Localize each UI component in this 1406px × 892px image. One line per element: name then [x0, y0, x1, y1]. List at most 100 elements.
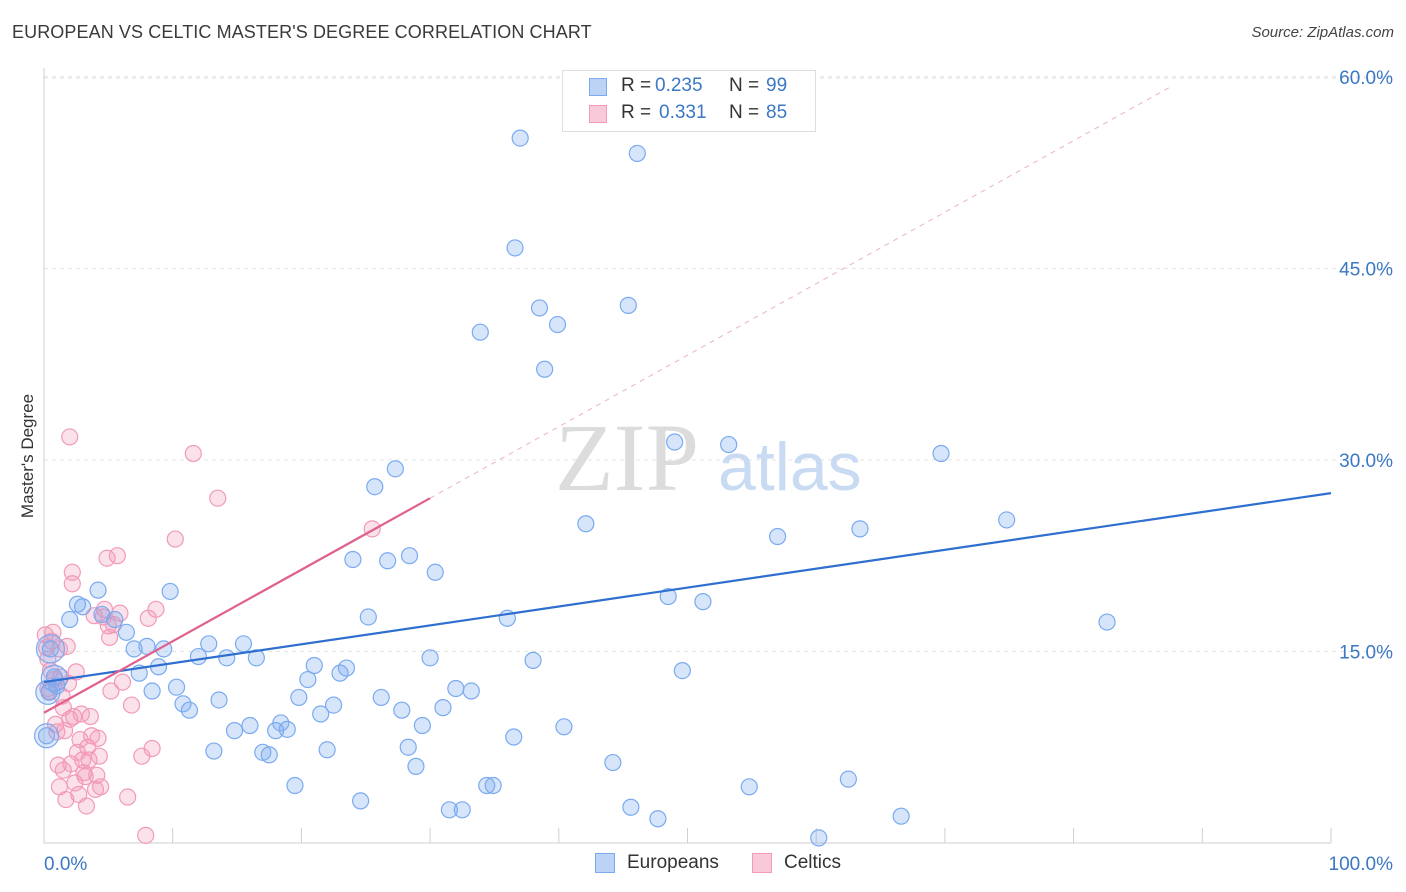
bottom-legend-swatch-europeans: [595, 853, 615, 873]
watermark-zip: ZIP: [555, 404, 699, 511]
europeans-point: [426, 563, 444, 581]
celtics-trend-extension: [429, 86, 1171, 499]
europeans-point: [524, 651, 542, 669]
europeans-point: [530, 299, 549, 317]
europeans-point: [471, 323, 489, 341]
europeans-point: [393, 701, 411, 719]
europeans-point: [892, 807, 910, 825]
europeans-point: [619, 296, 637, 314]
europeans-point: [372, 688, 390, 707]
europeans-point: [352, 792, 370, 810]
europeans-point: [453, 801, 471, 819]
legend-n-label: N =: [729, 75, 760, 96]
europeans-point: [218, 649, 236, 667]
europeans-point: [768, 527, 787, 546]
legend-swatch-celtics: [589, 105, 607, 123]
y-tick-label: 30.0%: [1339, 451, 1393, 472]
europeans-point: [628, 144, 646, 163]
celtics-point: [90, 747, 108, 765]
europeans-point: [278, 720, 296, 738]
europeans-point: [106, 610, 124, 629]
europeans-point: [478, 776, 496, 795]
celtics-point: [74, 751, 92, 769]
europeans-point: [720, 435, 738, 454]
europeans-trend-line: [43, 492, 1332, 684]
legend-r-value: 0.331: [659, 102, 707, 123]
celtics-point: [81, 707, 99, 726]
legend-swatch-europeans: [589, 78, 607, 96]
celtics-point: [137, 826, 155, 844]
celtics-point: [166, 530, 184, 548]
celtics-points: [36, 428, 381, 844]
europeans-point: [37, 727, 56, 745]
bottom-legend-label-europeans: Europeans: [627, 852, 719, 873]
legend-r-label: R =: [621, 102, 652, 123]
y-tick-label: 45.0%: [1339, 259, 1393, 280]
celtics-point: [119, 788, 137, 806]
celtics-point: [147, 600, 165, 618]
celtics-point: [98, 549, 116, 567]
europeans-point: [318, 741, 336, 759]
celtics-point: [63, 563, 81, 581]
y-axis-label: Master's Degree: [18, 393, 37, 519]
axes: [43, 68, 1332, 844]
source-label: Source: ZipAtlas.com: [1251, 24, 1394, 41]
europeans-point: [666, 433, 684, 451]
celtics-point: [89, 729, 107, 747]
celtics-point: [49, 756, 67, 774]
europeans-point: [74, 598, 92, 616]
europeans-point: [117, 623, 135, 641]
europeans-point: [740, 778, 758, 796]
europeans-point: [400, 547, 419, 565]
europeans-point: [174, 695, 192, 713]
europeans-point: [649, 810, 667, 828]
europeans-point: [225, 722, 244, 740]
europeans-point: [413, 716, 431, 735]
europeans-point: [61, 610, 79, 629]
europeans-point: [386, 460, 404, 478]
europeans-point: [421, 649, 439, 667]
europeans-point: [161, 582, 179, 601]
europeans-point: [379, 552, 397, 570]
europeans-point: [810, 829, 828, 847]
celtics-point: [80, 751, 98, 769]
europeans-cluster-point: [35, 679, 61, 705]
y-tick-label: 60.0%: [1339, 68, 1393, 89]
europeans-point: [998, 511, 1016, 529]
celtics-point: [102, 682, 120, 700]
europeans-point: [536, 360, 554, 378]
europeans-point: [305, 656, 323, 675]
europeans-point: [548, 315, 567, 334]
europeans-points: [33, 83, 1116, 847]
europeans-point: [312, 705, 330, 723]
legend-n-label: N =: [729, 102, 760, 123]
europeans-point: [511, 129, 529, 147]
europeans-point: [851, 520, 869, 538]
europeans-point: [555, 718, 573, 736]
legend-n-value: 99: [766, 75, 788, 96]
europeans-point: [344, 550, 362, 569]
europeans-point: [260, 746, 278, 764]
europeans-point: [41, 640, 60, 658]
correlation-legend: R = 0.235 N = 99 R = 0.331 N = 85: [562, 70, 816, 132]
europeans-point: [290, 688, 308, 707]
europeans-point: [210, 691, 228, 709]
celtics-point: [143, 739, 161, 758]
europeans-point: [337, 659, 356, 677]
europeans-point: [673, 662, 691, 680]
y-tick-label: 15.0%: [1339, 642, 1393, 663]
europeans-point: [577, 515, 595, 533]
europeans-point: [462, 682, 480, 700]
legend-n-value: 85: [766, 102, 788, 123]
europeans-point: [286, 776, 304, 795]
europeans-point: [241, 716, 259, 735]
celtics-point: [57, 790, 75, 809]
celtics-point: [184, 444, 202, 463]
europeans-point: [839, 770, 857, 788]
celtics-point: [61, 428, 79, 446]
europeans-point: [205, 742, 223, 760]
europeans-cluster-point: [33, 723, 60, 749]
europeans-point: [440, 801, 459, 819]
europeans-point: [659, 587, 677, 606]
